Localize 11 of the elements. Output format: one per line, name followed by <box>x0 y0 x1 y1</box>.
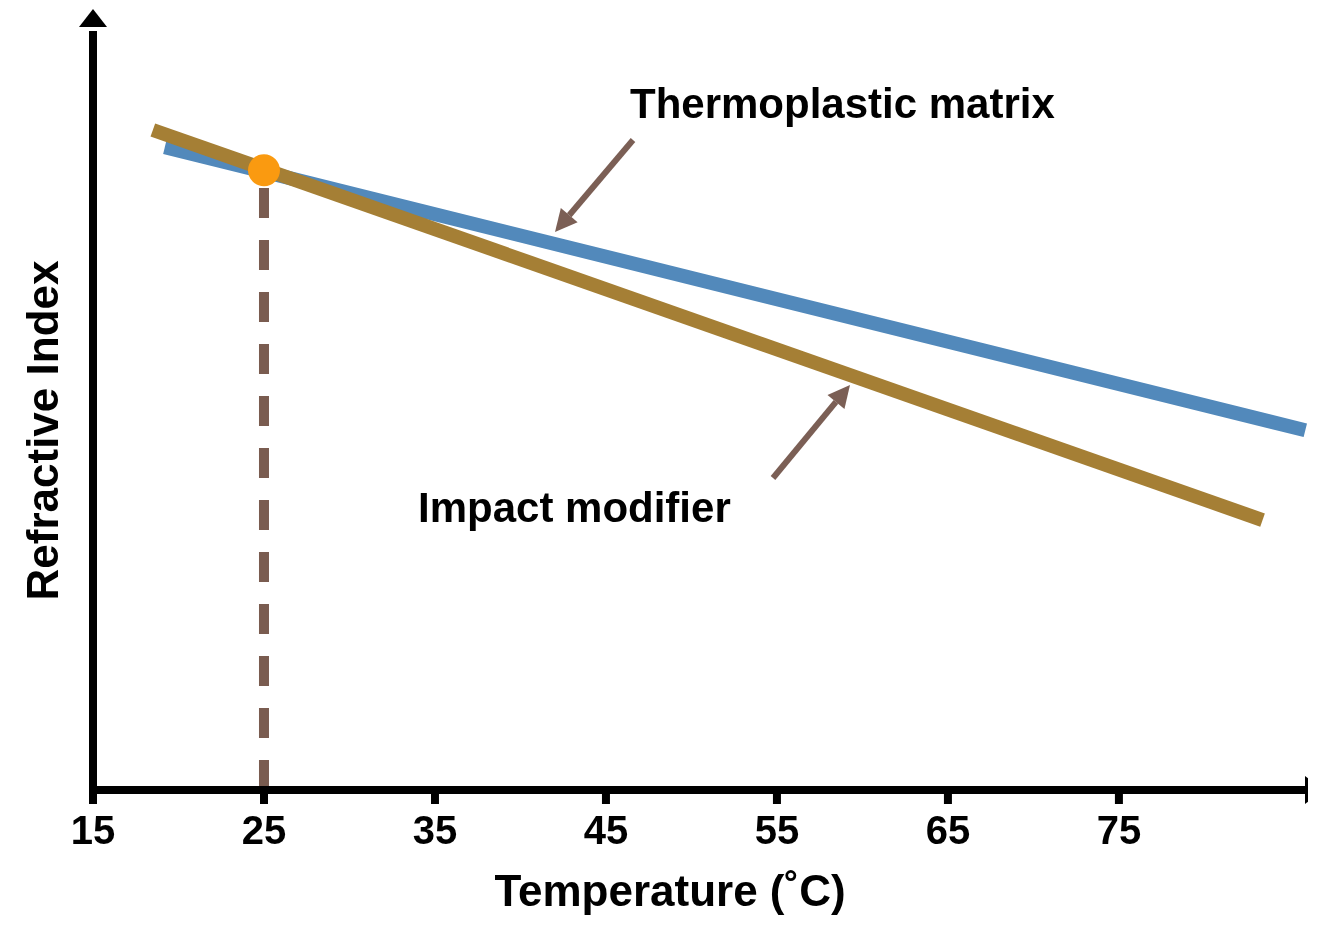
x-tick-label: 15 <box>70 808 116 853</box>
y-axis-title: Refractive Index <box>18 260 67 601</box>
x-tick-label: 65 <box>925 808 971 853</box>
x-tick-label: 45 <box>583 808 629 853</box>
x-axis-title: Temperature (˚C) <box>494 866 846 915</box>
x-tick-label: 25 <box>241 808 287 853</box>
x-tick-label: 55 <box>754 808 800 853</box>
annotation: Impact modifier <box>418 484 731 531</box>
annotation: Thermoplastic matrix <box>630 80 1056 127</box>
x-tick-label: 75 <box>1096 808 1142 853</box>
x-tick-label: 35 <box>412 808 458 853</box>
